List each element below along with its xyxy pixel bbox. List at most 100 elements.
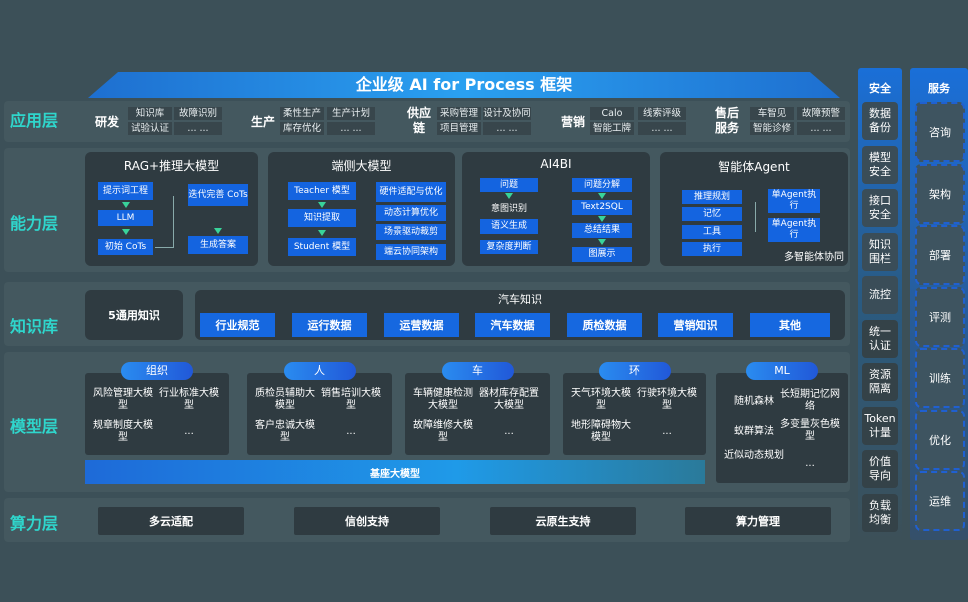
service-item[interactable]: 评测 [915, 286, 965, 347]
model-group-pill: ML [746, 362, 818, 380]
app-group-label: 研发 [94, 115, 119, 129]
model-group-pill: 车 [441, 362, 514, 380]
app-group-label: 供应链 [406, 106, 431, 135]
ai4bi-title: AI4BI [540, 157, 572, 171]
app-item[interactable]: ... ... [483, 122, 531, 135]
app-item[interactable]: ... ... [797, 122, 845, 135]
knowledge-item[interactable]: 质检数据 [567, 313, 642, 337]
app-item[interactable]: ... ... [327, 122, 375, 135]
model-item: 蚁群算法 [734, 426, 774, 437]
rag-step: LLM [98, 210, 153, 226]
app-item[interactable]: 车智见 [750, 107, 794, 120]
knowledge-item[interactable]: 汽车数据 [475, 313, 550, 337]
model-item: 近似动态规划 [724, 450, 784, 461]
security-item[interactable]: 模型安全 [862, 145, 898, 184]
security-item[interactable]: Token计量 [862, 406, 898, 445]
model-item: 客户忠诚大模型 [255, 420, 315, 443]
app-item[interactable]: 生产计划 [327, 107, 375, 120]
knowledge-item[interactable]: 其他 [750, 313, 830, 337]
model-group-card [563, 373, 706, 455]
ai4bi-step: 问题 [480, 178, 538, 192]
service-title: 服务 [928, 82, 950, 95]
security-item[interactable]: 数据备份 [862, 102, 898, 140]
security-item[interactable]: 流控 [862, 276, 898, 314]
security-item[interactable]: 价值导向 [862, 450, 898, 488]
app-item[interactable]: 知识库 [128, 107, 172, 120]
model-group-card [716, 373, 848, 483]
compute-item[interactable]: 算力管理 [685, 507, 831, 535]
agent-executor: 单Agent执行 [768, 218, 820, 242]
rag-step: 提示词工程 [98, 182, 153, 200]
app-group-label: 生产 [250, 115, 275, 129]
ai4bi-step: 意图识别 [490, 204, 527, 214]
ai4bi-step: Text2SQL [572, 200, 632, 215]
security-item[interactable]: 负载均衡 [862, 493, 898, 532]
service-item[interactable]: 咨询 [915, 102, 965, 162]
service-item[interactable]: 运维 [915, 471, 965, 531]
capability-layer-label: 能力层 [10, 214, 59, 233]
model-item: 规章制度大模型 [93, 420, 153, 443]
model-item: 行驶环境大模型 [637, 388, 697, 411]
model-item: 销售培训大模型 [321, 388, 381, 411]
model-item: 长短期记忆网络 [780, 389, 840, 412]
model-group-pill: 环 [598, 362, 671, 380]
app-item[interactable]: 设计及协同 [483, 107, 531, 120]
app-item[interactable]: 故障预警 [797, 107, 845, 120]
model-group-card [247, 373, 392, 455]
ai4bi-step: 复杂度判断 [480, 240, 538, 254]
security-title: 安全 [869, 82, 891, 95]
app-item[interactable]: 线索评级 [638, 107, 686, 120]
model-item: 风险管理大模型 [93, 388, 153, 411]
service-item[interactable]: 优化 [915, 409, 965, 470]
model-item: ... [805, 458, 815, 469]
app-group-label: 营销 [560, 115, 585, 129]
ai4bi-step: 语义生成 [480, 219, 538, 234]
model-item: 行业标准大模型 [159, 388, 219, 411]
service-item[interactable]: 训练 [915, 348, 965, 408]
app-item[interactable]: 项目管理 [437, 122, 481, 135]
agent-title: 智能体Agent [718, 160, 790, 174]
general-knowledge: 5通用知识 [85, 290, 183, 340]
app-item[interactable]: 试验认证 [128, 122, 172, 135]
model-item: 故障维修大模型 [413, 420, 473, 443]
knowledge-item[interactable]: 运营数据 [384, 313, 459, 337]
model-group-pill: 组织 [121, 362, 193, 380]
agent-executor: 单Agent执行 [768, 189, 820, 213]
model-item: ... [504, 426, 514, 437]
app-item[interactable]: 柔性生产 [280, 107, 324, 120]
ai4bi-step: 问题分解 [572, 178, 632, 192]
security-item[interactable]: 知识围栏 [862, 232, 898, 271]
model-item: ... [662, 426, 672, 437]
app-item[interactable]: 智能诊修 [750, 122, 794, 135]
service-item[interactable]: 架构 [915, 163, 965, 224]
knowledge-item[interactable]: 运行数据 [292, 313, 367, 337]
app-item[interactable]: Calo [590, 107, 634, 120]
app-item[interactable]: 智能工牌 [590, 122, 634, 135]
compute-item[interactable]: 云原生支持 [490, 507, 636, 535]
compute-item[interactable]: 多云适配 [98, 507, 244, 535]
agent-card: 智能体Agent 推理规划 记忆 工具 执行 单Agent执行 单Agent执行… [660, 152, 848, 266]
rag-step: 生成答案 [188, 236, 248, 254]
model-layer-label: 模型层 [10, 417, 59, 436]
security-item[interactable]: 统一认证 [862, 319, 898, 358]
agent-item: 推理规划 [682, 190, 742, 204]
security-item[interactable]: 资源隔离 [862, 363, 898, 401]
edge-feature: 端云协同架构 [376, 244, 446, 260]
app-item[interactable]: 故障识别 [174, 107, 222, 120]
model-group-card [85, 373, 229, 455]
knowledge-item[interactable]: 行业规范 [200, 313, 275, 337]
agent-item: 记忆 [682, 207, 742, 221]
model-item: 器材库存配置大模型 [479, 388, 539, 411]
ai4bi-step: 总结结果 [572, 223, 632, 238]
model-item: 质检员辅助大模型 [255, 388, 315, 411]
compute-item[interactable]: 信创支持 [294, 507, 440, 535]
app-item[interactable]: 采购管理 [437, 107, 481, 120]
framework-title: 企业级 AI for Process 框架 [88, 72, 840, 98]
service-item[interactable]: 部署 [915, 225, 965, 285]
security-item[interactable]: 接口安全 [862, 189, 898, 227]
app-item[interactable]: ... ... [638, 122, 686, 135]
knowledge-item[interactable]: 营销知识 [658, 313, 733, 337]
app-item[interactable]: 库存优化 [280, 122, 324, 135]
edge-feature: 动态计算优化 [376, 205, 446, 221]
app-item[interactable]: ... ... [174, 122, 222, 135]
